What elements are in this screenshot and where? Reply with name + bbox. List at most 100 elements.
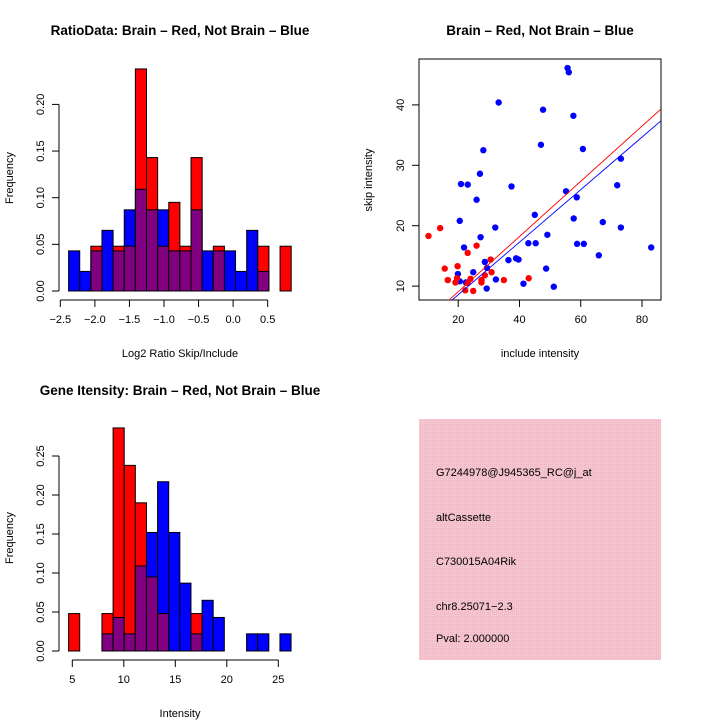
blue-point <box>562 188 570 195</box>
x-tick-label: 0.0 <box>225 314 240 326</box>
intensity-scatter: 20 40 60 80 10 20 30 40 <box>395 58 662 326</box>
intensity-histogram: 0.00 0.05 0.10 0.15 0.20 0.25 5 10 15 20 25 <box>35 427 292 686</box>
y-tick-label: 20 <box>395 220 407 232</box>
x-tick-label: 80 <box>636 314 648 326</box>
blue-point <box>573 240 581 248</box>
x-tick-label: 0.5 <box>260 314 275 326</box>
scatter-ylabel: skip intensity <box>363 148 375 211</box>
intensity-hist-title: Gene Itensity: Brain – Red, Not Brain – … <box>40 383 321 398</box>
blue-point <box>481 258 489 266</box>
overlap-bar <box>134 188 148 292</box>
overlap-bar <box>257 270 270 292</box>
red-point <box>500 276 508 284</box>
blue-point <box>579 145 587 153</box>
blue-point <box>570 215 577 222</box>
x-tick-label: −0.5 <box>188 314 210 326</box>
x-tick-label: −1.0 <box>153 314 175 326</box>
y-tick-label: 40 <box>395 99 407 111</box>
blue-point <box>539 106 547 113</box>
overlap-bar <box>190 633 203 652</box>
scatter-xlabel: include intensity <box>501 348 580 360</box>
blue-fit-line <box>451 120 661 300</box>
overlap-bar <box>134 565 147 652</box>
red-point <box>462 287 469 294</box>
y-tick-label: 0.15 <box>35 140 47 161</box>
red-point <box>425 232 432 240</box>
overlap-bar <box>101 633 114 652</box>
x-tick-label: 5 <box>69 674 75 686</box>
blue-point <box>477 233 484 241</box>
ratio-hist-ylabel: Frequency <box>4 152 16 204</box>
ratio-hist-xlabel: Log2 Ratio Skip/Include <box>122 348 238 360</box>
overlap-bar <box>123 245 136 292</box>
ratio-histogram: 0.00 0.05 0.10 0.15 0.20 −2.5 −2.0 −1.5 −1.0 −0.5… <box>35 68 292 326</box>
red-point <box>478 279 485 286</box>
blue-point <box>617 155 625 162</box>
blue-point <box>520 280 527 287</box>
blue-point <box>495 99 502 106</box>
y-tick-label: 0.00 <box>35 640 47 661</box>
blue-bar <box>201 599 214 652</box>
blue-bar <box>68 250 81 292</box>
blue-point <box>483 264 491 272</box>
scatter-title: Brain – Red, Not Brain – Blue <box>446 23 634 38</box>
blue-point <box>580 240 588 248</box>
blue-bar <box>257 633 270 652</box>
genomic-location: chr8.25071−2.3 <box>436 601 513 613</box>
blue-point <box>550 283 557 290</box>
overlap-bar <box>168 250 181 292</box>
pval-text: Pval: 2.000000 <box>436 633 509 645</box>
blue-point <box>531 211 538 219</box>
red-point <box>464 249 471 257</box>
blue-point <box>544 231 551 238</box>
info-panel <box>419 419 661 660</box>
y-tick-label: 0.05 <box>35 601 47 622</box>
overlap-bar <box>179 250 192 292</box>
overlap-bar <box>190 209 203 292</box>
x-tick-label: −1.5 <box>119 314 141 326</box>
blue-point <box>476 170 484 177</box>
event-type: altCassette <box>436 512 491 524</box>
blue-point <box>532 240 539 247</box>
y-tick-label: 0.20 <box>35 484 47 505</box>
red-point <box>444 276 451 284</box>
x-tick-label: 10 <box>118 674 130 686</box>
x-tick-label: 25 <box>272 674 284 686</box>
blue-bar <box>79 270 92 292</box>
overlap-bar <box>90 250 103 292</box>
blue-bar <box>223 250 237 292</box>
blue-point <box>570 112 577 119</box>
intensity-hist-xlabel: Intensity <box>160 708 201 720</box>
x-tick-label: 40 <box>513 314 525 326</box>
y-tick-label: 0.15 <box>35 523 47 544</box>
blue-point <box>565 69 572 76</box>
overlap-bar <box>212 250 225 292</box>
y-tick-label: 30 <box>395 159 407 171</box>
y-tick-label: 0.10 <box>35 187 47 208</box>
blue-bar <box>279 633 292 652</box>
blue-point <box>483 285 490 292</box>
blue-point <box>542 265 550 272</box>
blue-point <box>647 244 655 251</box>
x-tick-label: 15 <box>169 674 181 686</box>
overlap-bar <box>146 209 159 292</box>
blue-point <box>515 256 522 263</box>
y-tick-label: 0.00 <box>35 280 47 301</box>
blue-point <box>470 269 477 276</box>
intensity-hist-ylabel: Frequency <box>4 512 16 564</box>
blue-point <box>617 224 625 231</box>
overlap-bar <box>157 613 170 652</box>
blue-bar <box>179 582 192 652</box>
red-point <box>454 262 461 270</box>
red-bar <box>123 464 136 652</box>
overlap-bar <box>157 245 170 292</box>
blue-point <box>505 256 512 264</box>
probe-id: G7244978@J945365_RC@j_at <box>436 467 592 479</box>
blue-point <box>464 181 471 188</box>
blue-point <box>457 180 465 188</box>
y-tick-label: 0.20 <box>35 94 47 115</box>
red-point <box>453 275 461 282</box>
x-tick-label: 60 <box>575 314 587 326</box>
overlap-bar <box>145 576 159 652</box>
